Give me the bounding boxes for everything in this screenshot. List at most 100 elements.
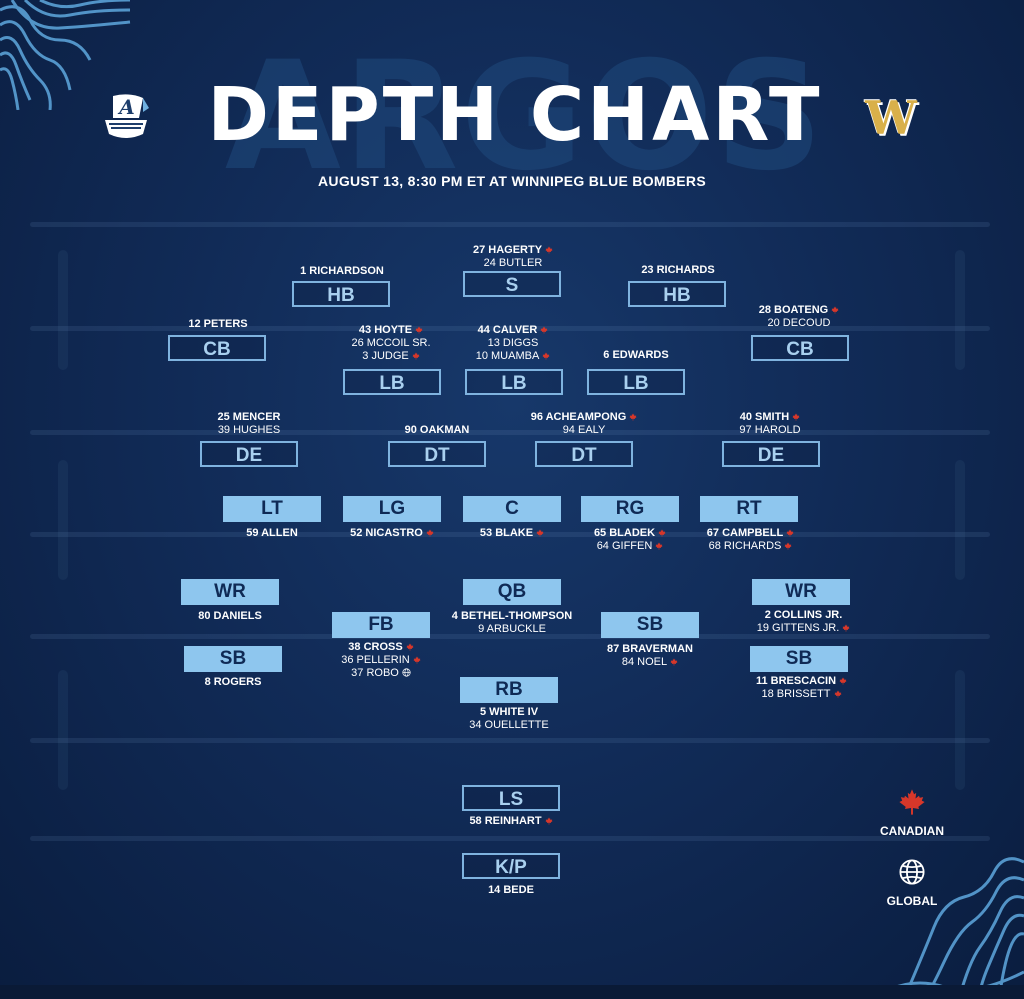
player-name: 18 BRISSETT bbox=[744, 688, 859, 701]
position-lb-right: LB bbox=[587, 369, 685, 395]
canadian-leaf-icon bbox=[540, 326, 548, 334]
player-name-text: 4 BETHEL-THOMPSON bbox=[451, 610, 573, 622]
dt-left-players: 90 OAKMAN bbox=[387, 424, 487, 437]
player-name: 58 REINHART bbox=[456, 815, 566, 828]
player-name: 10 MUAMBA bbox=[458, 350, 568, 363]
player-name: 97 HAROLD bbox=[720, 424, 820, 437]
player-name: 11 BRESCACIN bbox=[744, 675, 859, 688]
player-name-text: 2 COLLINS JR. bbox=[764, 609, 843, 621]
position-lb-left: LB bbox=[343, 369, 441, 395]
yard-line bbox=[30, 430, 990, 435]
player-name: 2 COLLINS JR. bbox=[746, 609, 861, 622]
player-name-text: 14 BEDE bbox=[488, 884, 534, 896]
player-name: 84 NOEL bbox=[595, 656, 705, 669]
player-name: 96 ACHEAMPONG bbox=[524, 411, 644, 424]
position-rg: RG bbox=[581, 496, 679, 522]
player-name-text: 36 PELLERIN bbox=[341, 654, 410, 666]
field-hash bbox=[955, 670, 965, 790]
player-name-text: 8 ROGERS bbox=[204, 676, 262, 688]
player-name: 5 WHITE IV bbox=[454, 706, 564, 719]
canadian-leaf-icon bbox=[831, 306, 839, 314]
qb-players: 4 BETHEL-THOMPSON 9 ARBUCKLE bbox=[447, 610, 577, 636]
canadian-leaf-icon bbox=[629, 413, 637, 421]
player-name: 68 RICHARDS bbox=[693, 540, 808, 553]
player-name: 1 RICHARDSON bbox=[292, 265, 392, 278]
canadian-leaf-icon bbox=[784, 542, 792, 550]
yard-line bbox=[30, 222, 990, 227]
player-name: 27 HAGERTY bbox=[463, 244, 563, 257]
ls-players: 58 REINHART bbox=[456, 815, 566, 828]
player-name-text: 19 GITTENS JR. bbox=[756, 622, 840, 634]
de-left-players: 25 MENCER 39 HUGHES bbox=[199, 411, 299, 437]
lg-players: 52 NICASTRO bbox=[337, 527, 447, 540]
player-name: 23 RICHARDS bbox=[628, 264, 728, 277]
player-name-text: 67 CAMPBELL bbox=[706, 527, 784, 539]
player-name-text: 10 MUAMBA bbox=[475, 350, 540, 362]
player-name-text: 84 NOEL bbox=[621, 656, 668, 668]
globe-icon bbox=[899, 859, 925, 885]
position-sb-middle: SB bbox=[601, 612, 699, 638]
player-name-text: 53 BLAKE bbox=[479, 527, 534, 539]
safety-players: 27 HAGERTY 24 BUTLER bbox=[463, 244, 563, 270]
field-hash bbox=[58, 460, 68, 580]
position-wr-right: WR bbox=[752, 579, 850, 605]
player-name: 40 SMITH bbox=[720, 411, 820, 424]
position-lg: LG bbox=[343, 496, 441, 522]
position-de-left: DE bbox=[200, 441, 298, 467]
player-name: 13 DIGGS bbox=[458, 337, 568, 350]
fb-players: 38 CROSS 36 PELLERIN 37 ROBO bbox=[326, 641, 436, 680]
position-rb: RB bbox=[460, 677, 558, 703]
player-name: 53 BLAKE bbox=[462, 527, 562, 540]
c-players: 53 BLAKE bbox=[462, 527, 562, 540]
player-name: 43 HOYTE bbox=[336, 324, 446, 337]
position-cb-right: CB bbox=[751, 335, 849, 361]
position-lt: LT bbox=[223, 496, 321, 522]
wr-right-players: 2 COLLINS JR. 19 GITTENS JR. bbox=[746, 609, 861, 635]
sb-middle-players: 87 BRAVERMAN 84 NOEL bbox=[595, 643, 705, 669]
canadian-leaf-icon bbox=[542, 352, 550, 360]
canadian-leaf-icon bbox=[658, 529, 666, 537]
global-globe-icon bbox=[402, 668, 411, 677]
cb-right-players: 28 BOATENG 20 DECOUD bbox=[744, 304, 854, 330]
player-name: 6 EDWARDS bbox=[586, 349, 686, 362]
player-name-text: 28 BOATENG bbox=[758, 304, 829, 316]
argonauts-boat-logo-icon: A bbox=[105, 94, 149, 138]
bombers-w-logo-icon: W bbox=[862, 92, 920, 144]
canadian-leaf-icon bbox=[406, 643, 414, 651]
player-name-text: 58 REINHART bbox=[469, 815, 542, 827]
player-name-text: 80 DANIELS bbox=[198, 610, 262, 622]
player-name: 87 BRAVERMAN bbox=[595, 643, 705, 656]
de-right-players: 40 SMITH 97 HAROLD bbox=[720, 411, 820, 437]
player-name-text: 37 ROBO bbox=[351, 667, 399, 679]
position-lb-middle: LB bbox=[465, 369, 563, 395]
player-name-text: 68 RICHARDS bbox=[708, 540, 782, 552]
player-name-text: 43 HOYTE bbox=[358, 324, 413, 336]
bottom-strip bbox=[0, 985, 1024, 999]
cb-left-players: 12 PETERS bbox=[168, 318, 268, 331]
player-name-text: 12 PETERS bbox=[188, 318, 248, 330]
player-name-text: 18 BRISSETT bbox=[761, 688, 831, 700]
svg-text:A: A bbox=[117, 95, 135, 119]
sb-left-players: 8 ROGERS bbox=[183, 676, 283, 689]
canadian-leaf-icon bbox=[544, 817, 553, 825]
player-name-text: 94 EALY bbox=[562, 424, 606, 436]
canadian-leaf-icon bbox=[426, 529, 434, 537]
player-name-text: 87 BRAVERMAN bbox=[607, 643, 693, 655]
player-name: 94 EALY bbox=[524, 424, 644, 437]
player-name: 38 CROSS bbox=[326, 641, 436, 654]
field-hash bbox=[955, 250, 965, 370]
kp-players: 14 BEDE bbox=[461, 884, 561, 897]
player-name: 8 ROGERS bbox=[183, 676, 283, 689]
player-name: 44 CALVER bbox=[458, 324, 568, 337]
position-cb-left: CB bbox=[168, 335, 266, 361]
canadian-leaf-icon bbox=[792, 413, 800, 421]
player-name-text: 11 BRESCACIN bbox=[755, 675, 837, 687]
wr-left-players: 80 DANIELS bbox=[180, 610, 280, 623]
player-name-text: 96 ACHEAMPONG bbox=[530, 411, 627, 423]
lb-left-players: 43 HOYTE 26 MCCOIL SR. 3 JUDGE bbox=[336, 324, 446, 363]
wave-pattern-icon bbox=[0, 0, 131, 110]
player-name: 28 BOATENG bbox=[744, 304, 854, 317]
position-wr-left: WR bbox=[181, 579, 279, 605]
player-name-text: 65 BLADEK bbox=[593, 527, 656, 539]
